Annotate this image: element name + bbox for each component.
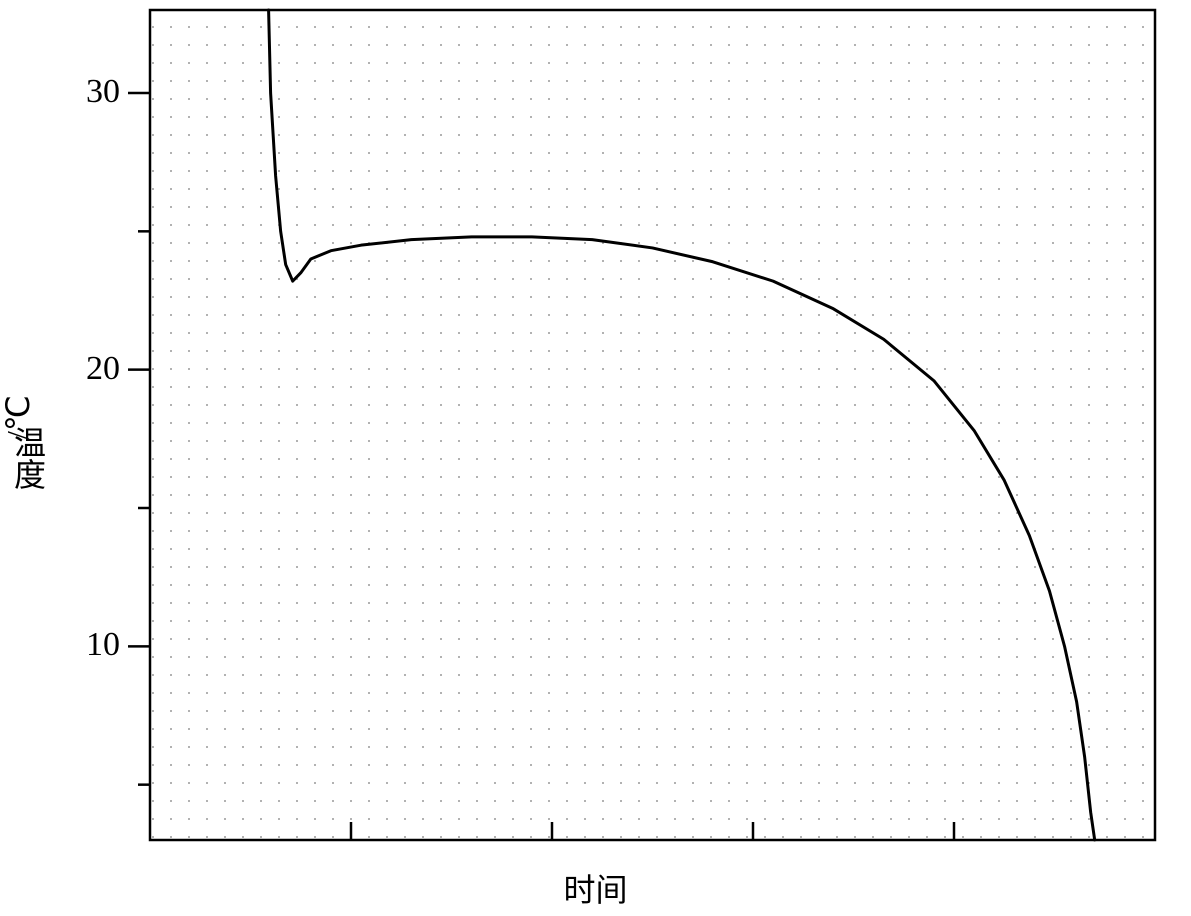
y-tick-label: 20: [75, 350, 120, 388]
chart-container: 温度 /℃ 时间 102030: [0, 0, 1191, 916]
chart-svg: [0, 0, 1191, 916]
y-tick-label: 10: [75, 626, 120, 664]
x-axis-label: 时间: [563, 865, 627, 911]
y-axis-label-unit: /℃: [0, 396, 37, 441]
y-tick-label: 30: [75, 73, 120, 111]
